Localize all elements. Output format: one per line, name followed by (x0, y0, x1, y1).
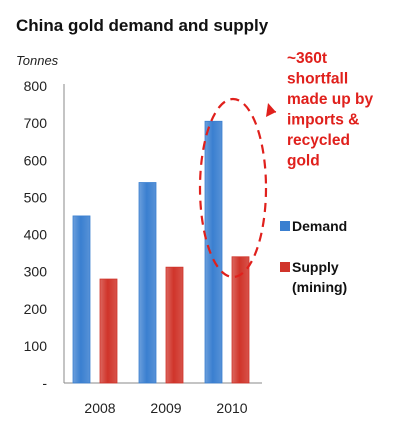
bar-supply-2008 (99, 278, 118, 384)
legend-label: (mining) (292, 279, 347, 295)
annotation-line: recycled (287, 132, 350, 149)
y-tick-label: 800 (24, 78, 48, 94)
legend-swatch-demand (280, 221, 290, 231)
annotation-line: shortfall (287, 71, 348, 88)
x-tick-label: 2010 (216, 400, 247, 416)
y-tick-label: 100 (24, 338, 48, 354)
bar-demand-2010 (204, 120, 223, 384)
legend-label: Demand (292, 218, 347, 234)
bar-demand-2009 (138, 182, 157, 384)
arrow-icon (266, 103, 276, 117)
shortfall-ellipse (198, 97, 268, 279)
x-tick-label: 2009 (150, 400, 181, 416)
x-axis-ticks: 2008 2009 2010 (84, 400, 247, 416)
y-tick-label: - (42, 375, 47, 391)
x-tick-label: 2008 (84, 400, 115, 416)
arrow-stem (266, 109, 277, 113)
y-axis-ticks: 800 700 600 500 400 300 200 100 - (24, 78, 48, 391)
y-axis-unit-label: Tonnes (16, 53, 59, 68)
legend: Demand Supply (mining) (280, 218, 347, 295)
y-tick-label: 300 (24, 264, 48, 280)
axes (63, 84, 262, 384)
legend-label: Supply (292, 259, 339, 275)
annotation-line: gold (287, 153, 320, 170)
bars (72, 120, 250, 384)
shortfall-annotation: ~360t shortfall made up by imports & recycle… (198, 50, 374, 279)
annotation-line: made up by (287, 91, 374, 108)
y-tick-label: 400 (24, 227, 48, 243)
y-tick-label: 500 (24, 189, 48, 205)
y-tick-label: 700 (24, 115, 48, 131)
y-tick-label: 200 (24, 301, 48, 317)
y-tick-label: 600 (24, 152, 48, 168)
bar-demand-2008 (72, 215, 91, 384)
legend-swatch-supply (280, 262, 290, 272)
bar-supply-2010 (231, 256, 250, 384)
chart-title: China gold demand and supply (16, 16, 269, 35)
annotation-line: ~360t (287, 50, 327, 67)
annotation-line: imports & (287, 112, 359, 129)
bar-supply-2009 (165, 266, 184, 384)
